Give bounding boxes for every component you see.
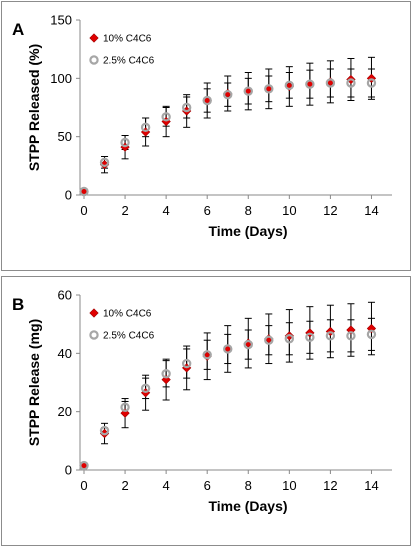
chart-panel-a: A 0 50 100 150 0 2 4 6 8 10 12 14 Time (Days) STPP Rel… bbox=[1, 1, 411, 271]
chart-b-x-tick-label: 2 bbox=[121, 478, 128, 493]
chart-b-series-2-5pct-point bbox=[79, 460, 89, 471]
chart-a-series-2-5pct-point bbox=[305, 79, 315, 89]
chart-a-series-2-5pct-point bbox=[346, 78, 356, 88]
chart-a-x-tick-label: 8 bbox=[245, 203, 252, 218]
chart-a-x-tick-label: 4 bbox=[163, 203, 170, 218]
chart-b-legend-label-series-2-5pct: 2.5% C4C6 bbox=[103, 331, 155, 342]
chart-b-panel-label: B bbox=[12, 295, 24, 314]
chart-a-legend-label-series-10pct: 10% C4C6 bbox=[103, 34, 152, 45]
chart-b-y-tick-label: 60 bbox=[58, 288, 72, 303]
chart-b-series-2-5pct-point bbox=[120, 402, 130, 412]
chart-a-series-2-5pct-point bbox=[140, 122, 151, 133]
chart-a-y-tick-label: 150 bbox=[50, 13, 72, 28]
chart-a-series-2-5pct-point bbox=[264, 84, 274, 94]
chart-a-series-2-5pct-point bbox=[99, 157, 110, 168]
chart-a-series-2-5pct bbox=[80, 68, 375, 195]
chart-b-series-10pct-point bbox=[161, 374, 171, 385]
chart-a-y-tick-label: 0 bbox=[65, 188, 72, 203]
chart-b-series-2-5pct-point bbox=[202, 350, 212, 360]
chart-b-x-axis-title: Time (Days) bbox=[208, 498, 287, 514]
chart-b-x-tick-label: 4 bbox=[163, 478, 170, 493]
chart-b-y-tick-label: 0 bbox=[65, 463, 72, 478]
chart-a-x-tick-label: 2 bbox=[121, 203, 128, 218]
chart-a-series-2-5pct-point bbox=[223, 89, 233, 100]
chart-a-legend-marker-series-10pct bbox=[89, 33, 99, 43]
chart-a-x-axis-title: Time (Days) bbox=[208, 223, 287, 239]
chart-b-legend-marker-series-10pct bbox=[89, 308, 99, 318]
chart-b-series-2-5pct-point bbox=[140, 383, 151, 394]
chart-b-y-tick-label: 40 bbox=[58, 346, 72, 361]
chart-a-series-2-5pct-point bbox=[161, 112, 171, 122]
chart-a-series-2-5pct-point bbox=[325, 78, 336, 88]
chart-b-series-2-5pct-point bbox=[223, 344, 233, 354]
chart-b-x-tick-label: 6 bbox=[204, 478, 211, 493]
chart-b-series-2-5pct-point bbox=[161, 369, 171, 379]
chart-b-y-tick-label: 20 bbox=[58, 404, 72, 419]
chart-b-series-2-5pct-point bbox=[366, 329, 377, 340]
chart-b-series-2-5pct-point bbox=[305, 332, 315, 342]
chart-b-y-axis-title: STPP Release (mg) bbox=[26, 319, 42, 446]
chart-a-series-2-5pct-point bbox=[181, 102, 192, 113]
chart-a-panel-label: A bbox=[12, 20, 24, 39]
chart-b-series-2-5pct-point bbox=[284, 334, 295, 344]
chart-a-x-tick-label: 6 bbox=[204, 203, 211, 218]
chart-b-series-2-5pct-point bbox=[243, 339, 253, 350]
chart-b-series-2-5pct-point bbox=[264, 335, 274, 345]
chart-b-series-2-5pct-point bbox=[346, 331, 356, 341]
chart-b-legend-marker-series-2-5pct bbox=[89, 330, 99, 340]
chart-b-x-tick-label: 10 bbox=[282, 478, 296, 493]
chart-a-series-2-5pct-point bbox=[243, 86, 253, 96]
chart-a-svg: A 0 50 100 150 0 2 4 6 8 10 12 14 Time (Days) STPP Rel… bbox=[12, 13, 392, 239]
chart-panel-b: B 0 20 40 60 0 2 4 6 8 10 12 14 Time (Days) STPP Relea… bbox=[1, 276, 411, 546]
chart-b-series-2-5pct-point bbox=[325, 331, 336, 341]
chart-a-y-axis-title: STPP Released (%) bbox=[26, 44, 42, 171]
chart-a-series-2-5pct-point bbox=[366, 78, 377, 88]
chart-b-series-10pct-point bbox=[120, 408, 130, 418]
chart-a-x-tick-label: 10 bbox=[282, 203, 296, 218]
chart-b-x-tick-label: 14 bbox=[364, 478, 378, 493]
chart-a-series-2-5pct-point bbox=[79, 186, 89, 197]
chart-a-legend-marker-series-2-5pct bbox=[89, 55, 99, 65]
chart-a-series-2-5pct-point bbox=[284, 80, 295, 91]
chart-b-legend-label-series-10pct: 10% C4C6 bbox=[103, 309, 152, 320]
chart-a-x-tick-label: 0 bbox=[80, 203, 87, 218]
chart-b-x-tick-label: 12 bbox=[323, 478, 337, 493]
chart-b-svg: B 0 20 40 60 0 2 4 6 8 10 12 14 Time (Days) STPP Relea… bbox=[12, 288, 392, 514]
chart-a-y-tick-label: 50 bbox=[58, 129, 72, 144]
chart-a-x-tick-label: 14 bbox=[364, 203, 378, 218]
chart-a-series-2-5pct-point bbox=[202, 95, 212, 106]
chart-a-series-2-5pct-point bbox=[120, 137, 130, 148]
chart-a-legend-label-series-2-5pct: 2.5% C4C6 bbox=[103, 56, 155, 67]
chart-a-x-tick-label: 12 bbox=[323, 203, 337, 218]
chart-b-x-tick-label: 0 bbox=[80, 478, 87, 493]
chart-b-x-tick-label: 8 bbox=[245, 478, 252, 493]
chart-b-series-2-5pct-point bbox=[181, 358, 192, 369]
chart-a-y-tick-label: 100 bbox=[50, 71, 72, 86]
chart-b-series-2-5pct-point bbox=[99, 425, 110, 436]
